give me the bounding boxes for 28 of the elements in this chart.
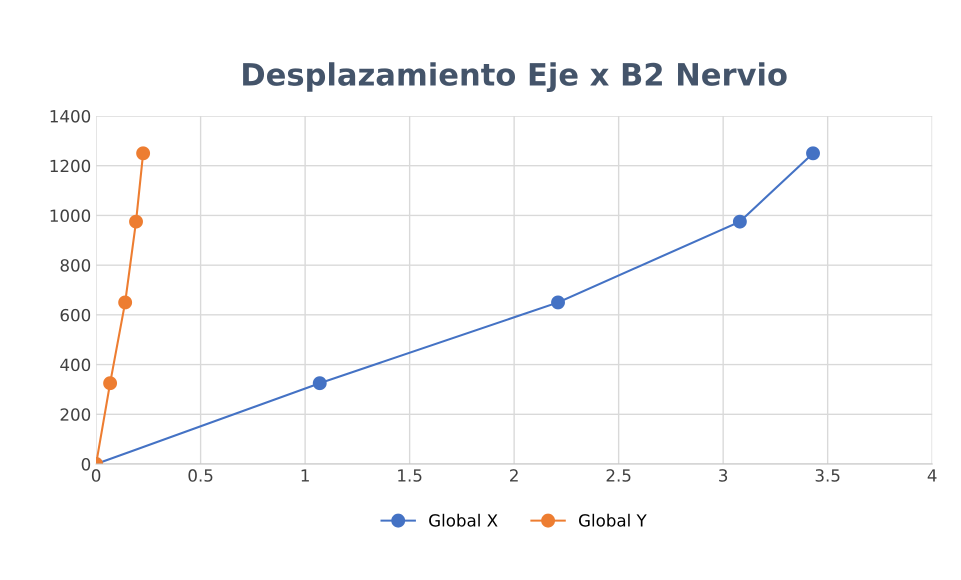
- y-tick-label: 1200: [50, 160, 90, 172]
- chart-title: Desplazamiento Eje x B2 Nervio: [243, 62, 787, 92]
- point: [551, 295, 565, 310]
- x-tick-label: 3: [719, 469, 728, 482]
- x-tick-label: 1: [302, 469, 309, 482]
- y-tick-label: 0: [82, 458, 90, 471]
- y-tick-label: 200: [60, 408, 90, 421]
- x-tick-label: 3.5: [816, 469, 840, 482]
- x-tick-label: 0.5: [188, 469, 212, 482]
- point: [732, 214, 747, 229]
- point: [312, 376, 327, 390]
- x-tick-label: 4: [928, 469, 937, 482]
- point: [129, 214, 143, 229]
- y-tick-label: 1400: [50, 110, 90, 123]
- y-tick-label: 800: [60, 259, 90, 272]
- x-tick-label: 0: [92, 469, 100, 482]
- x-tick-label: 1.5: [398, 469, 422, 482]
- x-tick-label: 2.5: [606, 469, 630, 482]
- y-tick-label: 1000: [50, 209, 90, 222]
- y-tick-label: 400: [60, 358, 90, 372]
- point: [136, 146, 150, 160]
- point: [118, 295, 132, 310]
- point: [806, 146, 820, 160]
- point: [103, 376, 118, 390]
- legend-label: Global Y: [579, 514, 647, 527]
- x-tick-label: 2: [510, 469, 518, 482]
- y-tick-label: 600: [60, 308, 90, 322]
- legend-label: Global X: [429, 514, 498, 527]
